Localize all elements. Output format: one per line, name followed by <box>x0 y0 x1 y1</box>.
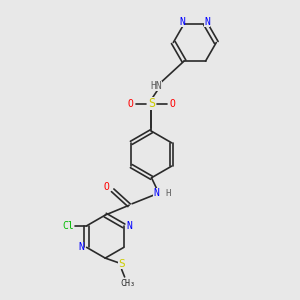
Text: O: O <box>104 182 110 192</box>
Text: H: H <box>165 189 171 198</box>
Text: S: S <box>118 259 125 269</box>
Text: O: O <box>128 99 134 109</box>
Text: CH₃: CH₃ <box>120 279 135 288</box>
Text: S: S <box>148 97 155 110</box>
Text: N: N <box>78 242 84 252</box>
Text: Cl: Cl <box>62 221 74 231</box>
Text: N: N <box>204 17 210 27</box>
Text: O: O <box>169 99 175 109</box>
Text: N: N <box>126 221 132 231</box>
Text: N: N <box>180 17 185 27</box>
Text: N: N <box>153 188 159 198</box>
Text: HN: HN <box>150 81 162 91</box>
